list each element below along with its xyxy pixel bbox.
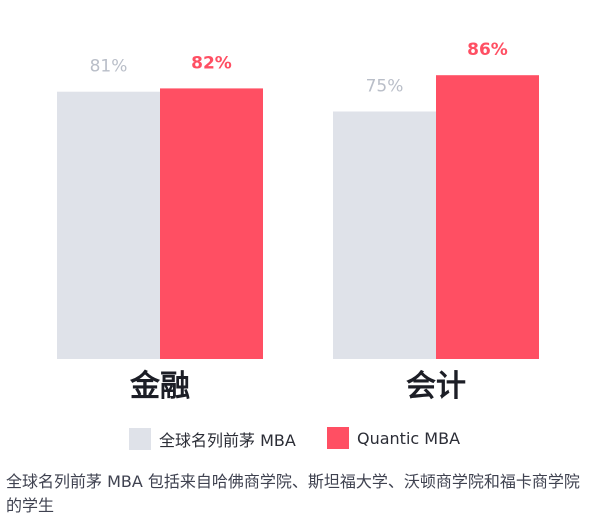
legend-swatch-top-mba <box>129 428 151 450</box>
value-label-0-1: 82% <box>191 53 232 73</box>
value-label-1-1: 86% <box>467 40 508 60</box>
value-labels-group: 81% 82% 75% 86% <box>90 40 508 96</box>
bar-0-0 <box>57 91 160 359</box>
bars-group <box>57 75 539 360</box>
value-label-0-0: 81% <box>90 57 128 77</box>
legend-label-quantic-mba: Quantic MBA <box>357 428 461 448</box>
bar-1-0 <box>333 111 436 359</box>
category-label-1: 会计 <box>406 369 466 404</box>
legend-label-top-mba: 全球名列前茅 MBA <box>159 431 296 450</box>
legend: 全球名列前茅 MBA Quantic MBA <box>0 427 600 453</box>
category-labels-group: 金融 会计 <box>129 369 466 404</box>
footnote: 全球名列前茅 MBA 包括来自哈佛商学院、斯坦福大学、沃顿商学院和福卡商学院的学… <box>6 472 580 515</box>
legend-item-quantic-mba: Quantic MBA <box>327 427 460 449</box>
legend-item-top-mba: 全球名列前茅 MBA <box>129 427 296 451</box>
value-label-1-0: 75% <box>366 77 404 97</box>
category-label-0: 金融 <box>129 369 190 404</box>
bar-0-1 <box>160 88 263 360</box>
legend-swatch-quantic-mba <box>327 427 349 449</box>
bar-1-1 <box>436 75 539 359</box>
